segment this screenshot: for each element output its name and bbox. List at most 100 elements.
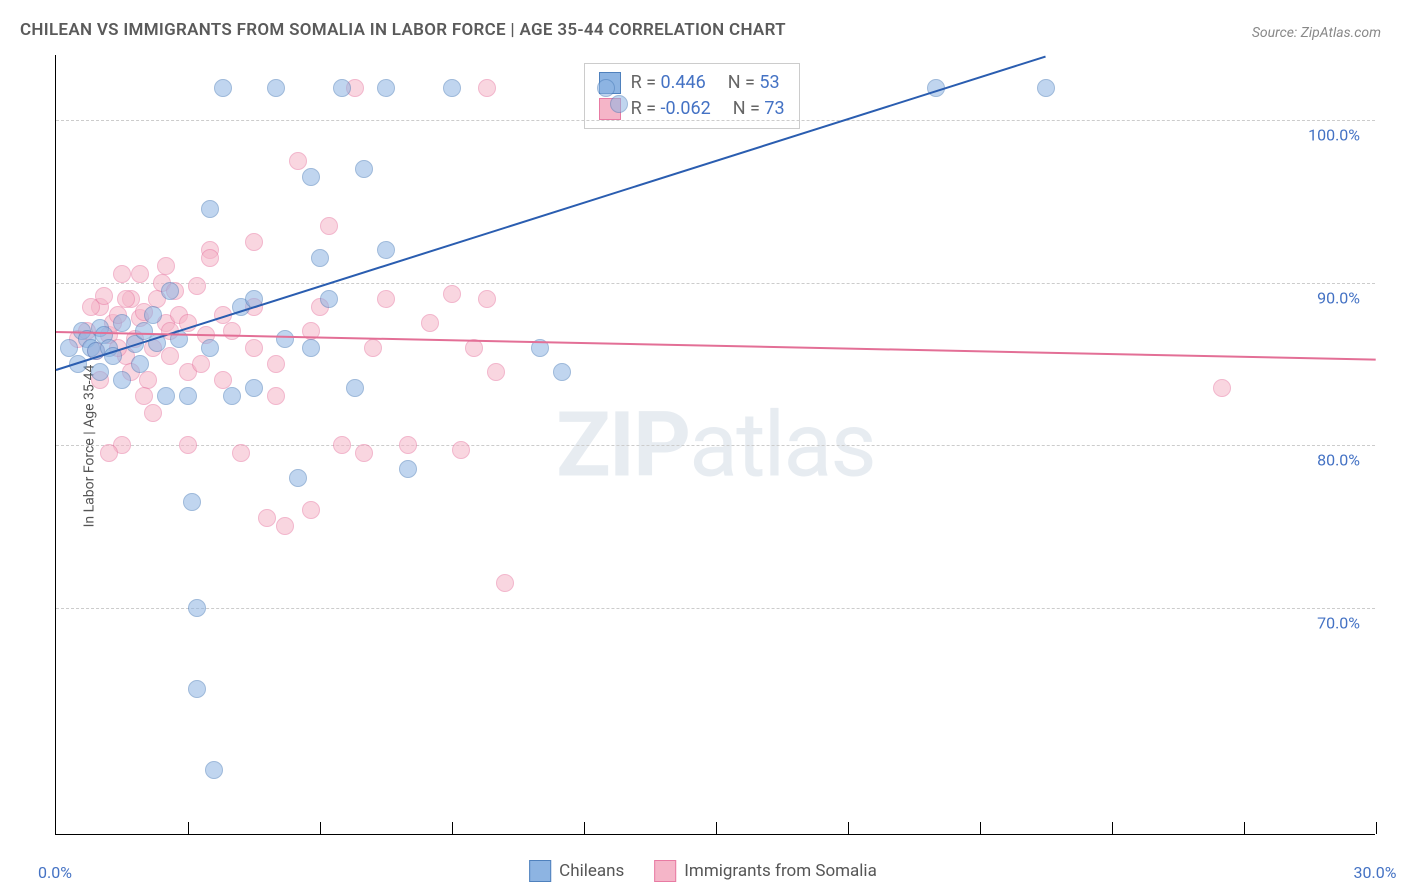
x-tick-label: 30.0%	[1354, 863, 1397, 882]
scatter-point-somalia	[267, 387, 285, 405]
scatter-point-chileans	[553, 363, 571, 381]
scatter-point-somalia	[478, 290, 496, 308]
scatter-point-chileans	[91, 363, 109, 381]
plot-area: ZIPatlas R = 0.446N = 53R = -0.062N = 73…	[55, 55, 1375, 835]
scatter-point-chileans	[223, 387, 241, 405]
scatter-point-chileans	[443, 79, 461, 97]
scatter-point-chileans	[201, 200, 219, 218]
stats-n-chileans: N = 53	[728, 72, 780, 93]
scatter-point-chileans	[161, 282, 179, 300]
scatter-point-somalia	[192, 355, 210, 373]
scatter-point-somalia	[117, 290, 135, 308]
scatter-point-chileans	[245, 379, 263, 397]
scatter-point-somalia	[421, 314, 439, 332]
scatter-point-somalia	[179, 436, 197, 454]
scatter-point-somalia	[399, 436, 417, 454]
scatter-point-somalia	[478, 79, 496, 97]
scatter-point-somalia	[276, 517, 294, 535]
scatter-point-somalia	[135, 387, 153, 405]
scatter-point-chileans	[1037, 79, 1055, 97]
gridline-horizontal	[56, 445, 1375, 446]
scatter-point-chileans	[157, 387, 175, 405]
scatter-point-chileans	[144, 306, 162, 324]
scatter-point-somalia	[100, 444, 118, 462]
scatter-point-somalia	[113, 265, 131, 283]
stats-n-somalia: N = 73	[733, 98, 785, 119]
scatter-point-chileans	[276, 330, 294, 348]
scatter-point-chileans	[60, 339, 78, 357]
scatter-point-somalia	[144, 404, 162, 422]
scatter-point-somalia	[302, 501, 320, 519]
scatter-point-somalia	[258, 509, 276, 527]
scatter-point-chileans	[113, 314, 131, 332]
stats-row-chileans: R = 0.446 N = 53	[599, 70, 785, 96]
scatter-point-chileans	[188, 599, 206, 617]
scatter-point-chileans	[302, 168, 320, 186]
scatter-point-chileans	[131, 355, 149, 373]
scatter-point-somalia	[333, 436, 351, 454]
scatter-point-somalia	[1213, 379, 1231, 397]
x-tick-mark	[848, 822, 849, 834]
source-label: Source: ZipAtlas.com	[1252, 25, 1381, 41]
legend-label-chileans: Chileans	[559, 861, 624, 881]
scatter-point-somalia	[139, 371, 157, 389]
scatter-point-chileans	[179, 387, 197, 405]
scatter-point-chileans	[183, 493, 201, 511]
gridline-horizontal	[56, 120, 1375, 121]
x-tick-mark	[320, 822, 321, 834]
scatter-point-chileans	[267, 79, 285, 97]
x-tick-label: 0.0%	[38, 863, 72, 882]
scatter-point-somalia	[289, 152, 307, 170]
scatter-point-chileans	[188, 680, 206, 698]
correlation-chart: CHILEAN VS IMMIGRANTS FROM SOMALIA IN LA…	[0, 0, 1406, 892]
scatter-point-chileans	[399, 460, 417, 478]
scatter-point-chileans	[377, 79, 395, 97]
x-tick-mark	[716, 822, 717, 834]
legend-label-somalia: Immigrants from Somalia	[684, 861, 877, 881]
y-tick-label: 100.0%	[1308, 126, 1360, 145]
scatter-point-somalia	[201, 249, 219, 267]
y-tick-label: 90.0%	[1317, 288, 1360, 307]
scatter-point-somalia	[320, 217, 338, 235]
scatter-point-chileans	[302, 339, 320, 357]
y-tick-label: 70.0%	[1317, 613, 1360, 632]
y-tick-label: 80.0%	[1317, 451, 1360, 470]
scatter-point-somalia	[267, 355, 285, 373]
x-tick-mark	[1244, 822, 1245, 834]
scatter-point-somalia	[452, 441, 470, 459]
scatter-point-chileans	[205, 761, 223, 779]
stats-r-somalia: R = -0.062	[631, 98, 711, 119]
scatter-point-chileans	[610, 95, 628, 113]
scatter-point-chileans	[289, 469, 307, 487]
scatter-point-somalia	[355, 444, 373, 462]
scatter-point-chileans	[311, 249, 329, 267]
scatter-point-chileans	[377, 241, 395, 259]
x-tick-mark	[188, 822, 189, 834]
chart-title: CHILEAN VS IMMIGRANTS FROM SOMALIA IN LA…	[20, 20, 786, 40]
scatter-point-somalia	[364, 339, 382, 357]
scatter-point-somalia	[245, 339, 263, 357]
x-tick-mark	[980, 822, 981, 834]
x-tick-mark	[584, 822, 585, 834]
scatter-point-chileans	[355, 160, 373, 178]
scatter-point-chileans	[346, 379, 364, 397]
scatter-point-somalia	[82, 298, 100, 316]
scatter-point-somalia	[496, 574, 514, 592]
x-tick-mark	[1376, 822, 1377, 834]
legend-item-chileans: Chileans	[529, 860, 624, 882]
scatter-point-chileans	[201, 339, 219, 357]
scatter-point-somalia	[188, 277, 206, 295]
x-tick-mark	[452, 822, 453, 834]
scatter-point-chileans	[214, 79, 232, 97]
scatter-point-somalia	[245, 233, 263, 251]
scatter-point-somalia	[487, 363, 505, 381]
scatter-point-somalia	[157, 257, 175, 275]
stats-r-chileans: R = 0.446	[631, 72, 706, 93]
legend-item-somalia: Immigrants from Somalia	[654, 860, 877, 882]
bottom-legend: Chileans Immigrants from Somalia	[529, 860, 877, 882]
scatter-point-chileans	[597, 79, 615, 97]
scatter-point-chileans	[113, 371, 131, 389]
scatter-point-chileans	[320, 290, 338, 308]
scatter-point-somalia	[377, 290, 395, 308]
gridline-horizontal	[56, 608, 1375, 609]
